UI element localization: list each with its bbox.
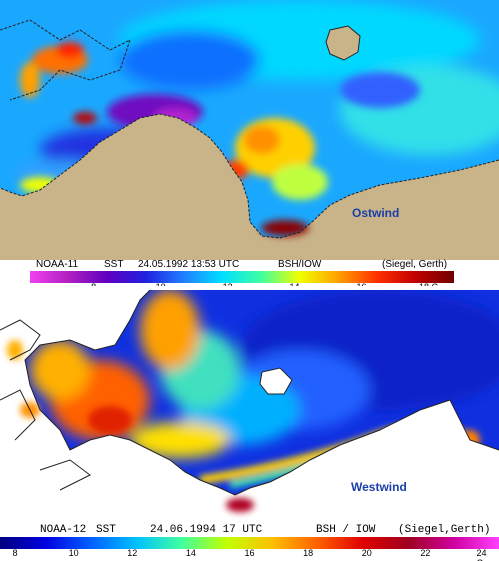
agency-name: BSH / IOW bbox=[316, 524, 376, 536]
scale-tick-label: 14 bbox=[185, 548, 196, 558]
island bbox=[259, 367, 293, 395]
scale-tick-label: 14 bbox=[290, 282, 300, 286]
color-scale-bar bbox=[30, 271, 454, 283]
acquisition-datetime: 24.06.1994 17 UTC bbox=[150, 524, 263, 536]
panel-divider bbox=[0, 286, 499, 290]
authors: (Siegel, Gerth) bbox=[382, 259, 448, 270]
agency-name: BSH/IOW bbox=[278, 259, 322, 270]
sst-map-top bbox=[0, 0, 499, 260]
coastal-warm-areas bbox=[20, 42, 309, 236]
scale-tick-label: 12 bbox=[223, 282, 233, 286]
scale-tick-label: 20 bbox=[361, 548, 372, 558]
scale-tick-label: 8 bbox=[12, 548, 18, 558]
color-scale-ticks: 8 10 12 14 16 18 20 22 24 C bbox=[0, 548, 499, 561]
sst-map-bottom-panel: Westwind NOAA-12 SST 24.06.1994 17 UTC B… bbox=[0, 290, 499, 561]
scale-tick-label: 16 bbox=[244, 548, 255, 558]
coastline-north bbox=[0, 19, 131, 101]
color-scale-bar bbox=[0, 537, 499, 549]
coastline bbox=[0, 113, 499, 239]
scale-tick-label: 16 bbox=[357, 282, 367, 286]
scale-tick-label: 10 bbox=[68, 548, 79, 558]
island bbox=[325, 25, 361, 61]
coastline bbox=[24, 290, 499, 496]
scale-tick-label: 12 bbox=[127, 548, 138, 558]
acquisition-datetime: 24.05.1992 13:53 UTC bbox=[138, 259, 240, 270]
wind-label: Ostwind bbox=[352, 206, 400, 220]
scale-tick-label: 24 C bbox=[476, 548, 487, 561]
product-name: SST bbox=[96, 524, 116, 536]
product-name: SST bbox=[104, 259, 124, 270]
wind-label: Westwind bbox=[351, 480, 407, 494]
authors: (Siegel,Gerth) bbox=[398, 524, 491, 536]
coastline-west bbox=[0, 319, 91, 491]
scale-tick-label: 8 bbox=[91, 282, 96, 286]
color-scale-ticks: 8 10 12 14 16 18 C bbox=[30, 282, 454, 286]
sst-map-top-panel: Ostwind NOAA-11 SST 24.05.1992 13:53 UTC… bbox=[0, 0, 499, 286]
satellite-name: NOAA-11 bbox=[36, 259, 79, 270]
scale-tick-label: 22 bbox=[420, 548, 431, 558]
scale-tick-label: 18 bbox=[303, 548, 314, 558]
sst-map-bottom bbox=[0, 290, 499, 522]
scale-tick-label: 10 bbox=[156, 282, 166, 286]
scale-tick-label: 18 C bbox=[419, 282, 438, 286]
satellite-name: NOAA-12 bbox=[40, 524, 87, 536]
